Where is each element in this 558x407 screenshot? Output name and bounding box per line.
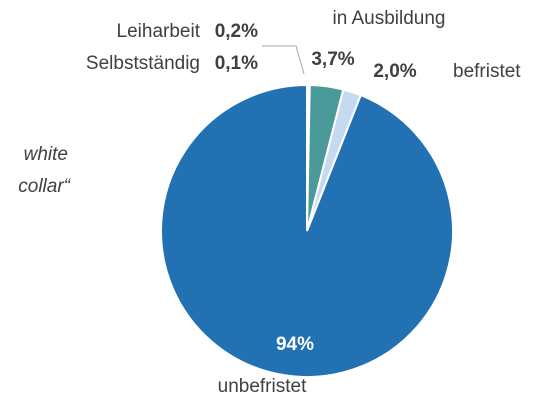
leader-line: [262, 45, 305, 75]
value-label: 0,1%: [215, 53, 258, 74]
category-label: Selbstständig: [86, 53, 200, 74]
value-label: 2,0%: [373, 61, 416, 82]
value-label: 3,7%: [311, 49, 354, 70]
value-label: 94%: [276, 334, 314, 355]
category-label: befristet: [453, 61, 521, 82]
value-label: 0,2%: [215, 21, 258, 42]
pie-slice: [160, 83, 454, 378]
annotation: white: [24, 144, 68, 165]
category-label: in Ausbildung: [332, 8, 445, 29]
category-label: Leiharbeit: [117, 21, 201, 42]
category-label: unbefristet: [218, 376, 307, 397]
annotation: collar“: [18, 176, 71, 197]
